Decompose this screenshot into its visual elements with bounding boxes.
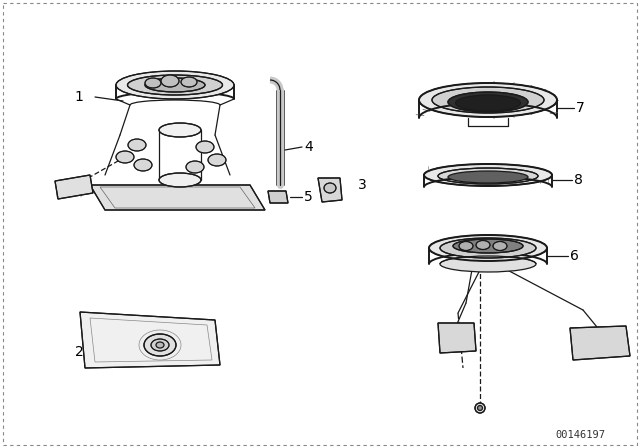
Ellipse shape bbox=[493, 241, 507, 250]
Ellipse shape bbox=[144, 334, 176, 356]
Text: 1: 1 bbox=[74, 90, 83, 104]
Polygon shape bbox=[55, 175, 93, 199]
Ellipse shape bbox=[145, 78, 205, 92]
Text: 8: 8 bbox=[574, 173, 583, 187]
Ellipse shape bbox=[116, 151, 134, 163]
Text: 6: 6 bbox=[570, 249, 579, 263]
Ellipse shape bbox=[476, 241, 490, 250]
Ellipse shape bbox=[424, 164, 552, 186]
Text: 5: 5 bbox=[304, 190, 313, 204]
Ellipse shape bbox=[440, 238, 536, 258]
Ellipse shape bbox=[159, 173, 201, 187]
Ellipse shape bbox=[448, 171, 528, 183]
Polygon shape bbox=[318, 178, 342, 202]
Text: 4: 4 bbox=[304, 140, 313, 154]
Polygon shape bbox=[90, 185, 265, 210]
Text: 3: 3 bbox=[358, 178, 367, 192]
Ellipse shape bbox=[186, 161, 204, 173]
Ellipse shape bbox=[181, 77, 197, 87]
Ellipse shape bbox=[128, 139, 146, 151]
Polygon shape bbox=[80, 312, 220, 368]
Ellipse shape bbox=[440, 256, 536, 272]
Ellipse shape bbox=[159, 123, 201, 137]
Ellipse shape bbox=[419, 83, 557, 117]
Ellipse shape bbox=[196, 141, 214, 153]
Ellipse shape bbox=[127, 75, 223, 95]
Ellipse shape bbox=[156, 342, 164, 348]
Polygon shape bbox=[438, 323, 476, 353]
Ellipse shape bbox=[459, 241, 473, 250]
Text: 7: 7 bbox=[576, 101, 585, 115]
Ellipse shape bbox=[475, 403, 485, 413]
Ellipse shape bbox=[456, 95, 520, 111]
Text: 2: 2 bbox=[75, 345, 84, 359]
Ellipse shape bbox=[453, 239, 523, 253]
Polygon shape bbox=[570, 326, 630, 360]
Ellipse shape bbox=[134, 159, 152, 171]
Ellipse shape bbox=[438, 168, 538, 184]
Text: 00146197: 00146197 bbox=[555, 430, 605, 440]
Ellipse shape bbox=[116, 71, 234, 99]
Ellipse shape bbox=[477, 405, 483, 410]
Ellipse shape bbox=[448, 92, 528, 112]
Polygon shape bbox=[268, 191, 288, 203]
Ellipse shape bbox=[429, 235, 547, 261]
Ellipse shape bbox=[324, 183, 336, 193]
Ellipse shape bbox=[161, 75, 179, 87]
Ellipse shape bbox=[208, 154, 226, 166]
Ellipse shape bbox=[432, 87, 544, 113]
Ellipse shape bbox=[145, 78, 161, 88]
Ellipse shape bbox=[151, 339, 169, 351]
